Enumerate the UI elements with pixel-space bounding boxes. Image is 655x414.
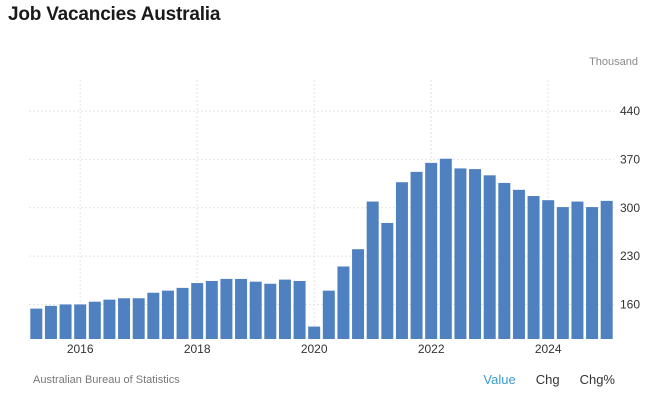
bar[interactable] [512,189,525,339]
y-axis-ticks: 160 230 300 370 440 [620,104,640,311]
view-tabs: Value Chg Chg% [463,372,615,387]
x-tick-label: 2024 [535,342,562,356]
bar[interactable] [59,304,72,339]
bar[interactable] [542,200,555,339]
bar[interactable] [571,201,584,339]
bar[interactable] [132,298,145,339]
bar[interactable] [74,304,87,339]
x-tick-label: 2018 [184,342,211,356]
bar[interactable] [425,162,438,339]
bar[interactable] [352,249,365,339]
bar[interactable] [30,308,43,339]
bar[interactable] [44,305,57,339]
y-tick-label: 370 [620,152,640,166]
bar[interactable] [483,175,496,339]
y-tick-label: 230 [620,249,640,263]
x-axis-ticks: 2016 2018 2020 2022 2024 [67,342,562,356]
bar[interactable] [556,207,569,339]
bar[interactable] [395,182,408,339]
bar[interactable] [147,292,160,339]
bar[interactable] [322,290,335,339]
bar[interactable] [293,280,306,339]
bar[interactable] [278,279,291,339]
bar[interactable] [366,201,379,339]
grid-lines [29,80,614,339]
bar[interactable] [454,168,467,339]
y-axis-unit-label: Thousand [589,56,638,68]
bar[interactable] [308,326,321,339]
tab-value[interactable]: Value [483,372,516,387]
bar[interactable] [600,200,613,339]
bar[interactable] [498,182,511,339]
page-title: Job Vacancies Australia [8,4,221,25]
bar[interactable] [264,283,277,339]
bar[interactable] [586,207,599,339]
bar[interactable] [337,266,350,339]
bar[interactable] [381,222,394,339]
y-tick-label: 300 [620,201,640,215]
bar[interactable] [235,278,248,339]
bar[interactable] [88,301,101,339]
bar[interactable] [469,169,482,339]
y-tick-label: 160 [620,297,640,311]
bar[interactable] [161,290,174,339]
bar[interactable] [205,280,218,339]
bar[interactable] [103,299,116,339]
bar[interactable] [527,196,540,339]
bar[interactable] [249,281,262,339]
tab-chg-percent[interactable]: Chg% [579,372,615,387]
bar[interactable] [410,171,423,339]
tab-chg[interactable]: Chg [535,372,560,387]
bar[interactable] [439,158,452,339]
x-tick-label: 2022 [418,342,445,356]
x-tick-label: 2016 [67,342,94,356]
source-label: Australian Bureau of Statistics [33,374,180,386]
y-tick-label: 440 [620,104,640,118]
bar[interactable] [176,287,189,339]
x-tick-label: 2020 [301,342,328,356]
bar[interactable] [118,298,131,339]
bar[interactable] [220,278,233,339]
bar-series [30,158,613,339]
bar[interactable] [191,283,204,339]
